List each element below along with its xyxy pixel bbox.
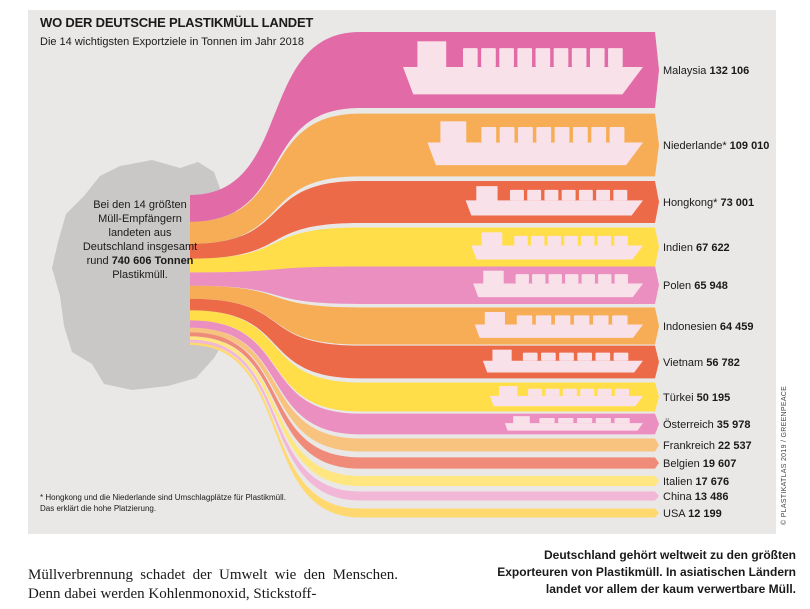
label-hongkong: Hongkong* 73 001: [663, 197, 754, 209]
note-line-5-prefix: rund: [86, 255, 109, 267]
label-value: 56 782: [706, 357, 740, 369]
label-country: Belgien: [663, 458, 703, 470]
flow-arrow-usa: [655, 508, 659, 518]
germany-total-note: Bei den 14 größten Müll-Empfängern lande…: [70, 198, 210, 282]
label-country: Malaysia: [663, 65, 709, 77]
ship-icon: [465, 186, 643, 216]
footnote-line-1: * Hongkong und die Niederlande sind Umsc…: [40, 493, 286, 502]
note-total-value: 740 606 Tonnen: [111, 255, 194, 267]
footnote: * Hongkong und die Niederlande sind Umsc…: [40, 492, 340, 514]
label-indonesien: Indonesien 64 459: [663, 321, 754, 333]
label-value: 109 010: [730, 140, 770, 152]
chart-subtitle: Die 14 wichtigsten Exportziele in Tonnen…: [40, 36, 304, 48]
label-vietnam: Vietnam 56 782: [663, 357, 740, 369]
flow-arrow-vietnam: [655, 345, 659, 379]
ship-icon: [489, 386, 643, 407]
label-country: USA: [663, 508, 688, 520]
flow-arrow-indonesien: [655, 307, 659, 345]
flow-arrow-österreich: [655, 413, 659, 435]
flow-arrow-china: [655, 491, 659, 501]
label-value: 35 978: [717, 419, 751, 431]
note-line-4: Deutschland insgesamt: [82, 241, 198, 253]
label-belgien: Belgien 19 607: [663, 458, 736, 470]
flow-band-china: [190, 339, 655, 501]
flow-band-usa: [190, 342, 655, 518]
label-country: Österreich: [663, 419, 717, 431]
label-türkei: Türkei 50 195: [663, 392, 730, 404]
label-value: 65 948: [694, 280, 728, 292]
label-value: 50 195: [697, 392, 731, 404]
ship-icon: [471, 232, 643, 260]
flow-arrow-italien: [655, 475, 659, 487]
flow-arrow-frankreich: [655, 438, 659, 452]
label-polen: Polen 65 948: [663, 280, 728, 292]
note-line-1: Bei den 14 größten: [93, 199, 187, 211]
label-country: Niederlande*: [663, 140, 730, 152]
ship-icon: [427, 121, 643, 166]
label-country: Polen: [663, 280, 694, 292]
label-frankreich: Frankreich 22 537: [663, 440, 752, 452]
label-country: Vietnam: [663, 357, 706, 369]
flow-arrow-hongkong: [655, 181, 659, 223]
label-country: Türkei: [663, 392, 697, 404]
ship-icon: [403, 41, 643, 95]
ship-icon: [504, 416, 643, 431]
flow-arrow-niederlande: [655, 113, 659, 177]
flow-arrow-belgien: [655, 457, 659, 469]
flow-band-türkei: [190, 310, 655, 412]
flow-arrow-türkei: [655, 382, 659, 412]
source-credit: © PLASTIKATLAS 2019 / GREENPEACE: [781, 385, 788, 525]
flow-arrow-polen: [655, 266, 659, 304]
label-value: 22 537: [718, 440, 752, 452]
ship-icons: [403, 41, 643, 431]
ship-icon: [482, 349, 643, 373]
label-indien: Indien 67 622: [663, 242, 730, 254]
label-value: 73 001: [721, 197, 755, 209]
label-malaysia: Malaysia 132 106: [663, 65, 749, 77]
label-value: 132 106: [709, 65, 749, 77]
note-line-3: landeten aus: [108, 227, 172, 239]
label-country: China: [663, 491, 695, 503]
label-value: 19 607: [703, 458, 737, 470]
label-value: 13 486: [695, 491, 729, 503]
figure-caption: Deutschland gehört weltweit zu den größt…: [497, 548, 796, 596]
label-country: Indonesien: [663, 321, 720, 333]
label-value: 17 676: [695, 476, 729, 488]
label-value: 12 199: [688, 508, 722, 520]
label-country: Frankreich: [663, 440, 718, 452]
label-österreich: Österreich 35 978: [663, 419, 750, 431]
flow-arrow-indien: [655, 227, 659, 267]
flow-band-frankreich: [190, 327, 655, 452]
ship-icon: [473, 270, 643, 298]
note-line-2: Müll-Empfängern: [98, 213, 182, 225]
label-value: 67 622: [696, 242, 730, 254]
footnote-line-2: Das erklärt die hohe Platzierung.: [40, 504, 157, 513]
label-niederlande: Niederlande* 109 010: [663, 140, 769, 152]
flow-band-vietnam: [190, 298, 655, 379]
label-country: Indien: [663, 242, 696, 254]
flow-arrow-malaysia: [655, 32, 659, 108]
label-china: China 13 486: [663, 491, 728, 503]
label-country: Hongkong*: [663, 197, 721, 209]
flow-band-belgien: [190, 332, 655, 469]
label-usa: USA 12 199: [663, 508, 722, 520]
ship-icon: [474, 312, 643, 338]
label-country: Italien: [663, 476, 695, 488]
label-value: 64 459: [720, 321, 754, 333]
flow-band-österreich: [190, 320, 655, 435]
chart-title: WO DER DEUTSCHE PLASTIKMÜLL LANDET: [40, 15, 314, 30]
article-text: Müllverbrennung schadet der Umwelt wie d…: [28, 567, 398, 602]
label-italien: Italien 17 676: [663, 476, 729, 488]
note-line-6: Plastikmüll.: [112, 269, 168, 281]
flow-band-italien: [190, 336, 655, 487]
